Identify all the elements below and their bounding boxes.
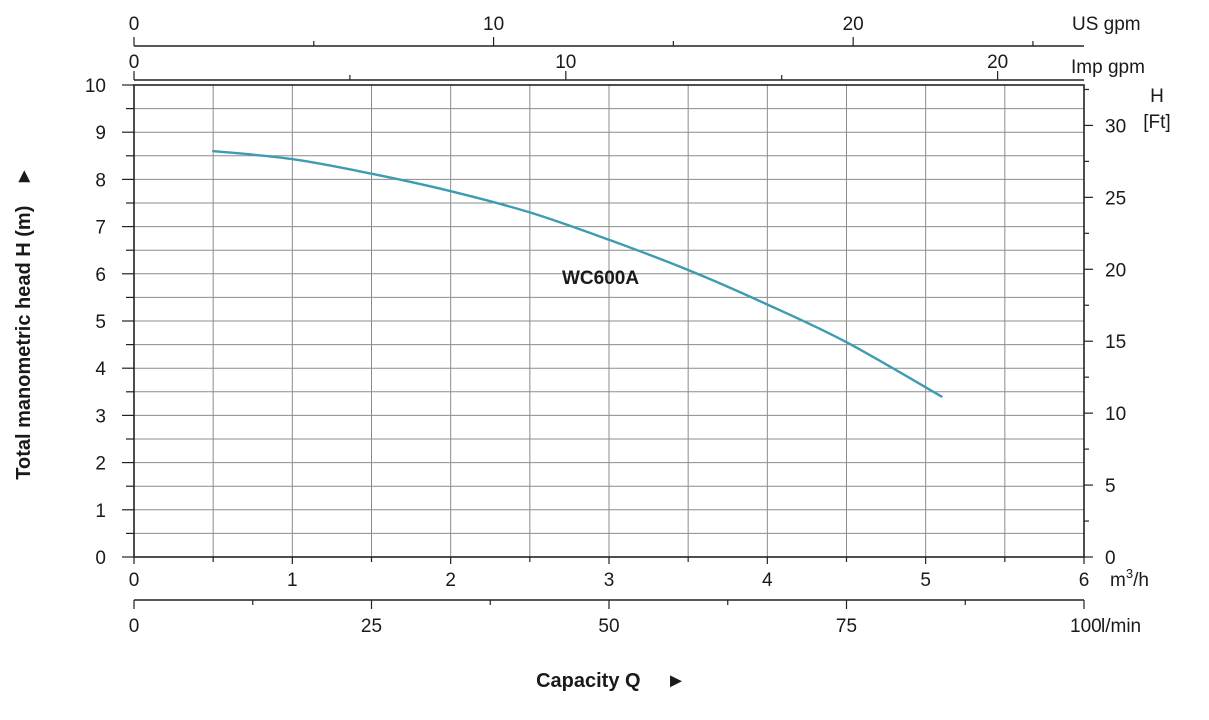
- imp-gpm-unit-label: Imp gpm: [1071, 57, 1145, 78]
- feet-tick-label: 5: [1105, 476, 1116, 497]
- x-tick-label: 2: [445, 570, 456, 591]
- us-gpm-unit-label: US gpm: [1072, 14, 1141, 35]
- lmin-tick-label: 0: [129, 616, 140, 637]
- y-tick-label: 3: [95, 406, 106, 427]
- y-axis-title-text: Total manometric head H (m): [13, 206, 35, 480]
- feet-tick-label: 30: [1105, 116, 1126, 137]
- y-tick-label: 7: [95, 218, 106, 239]
- labels: WC600A Capacity Q ► Total manometric hea…: [13, 166, 686, 692]
- y-tick-label: 9: [95, 123, 106, 144]
- y-tick-label: 10: [85, 76, 106, 97]
- x-tick-label: 0: [129, 570, 140, 591]
- y-axis-title: Total manometric head H (m) ►: [13, 166, 35, 479]
- x-tick-label: 5: [920, 570, 931, 591]
- x-unit-label: m3/h: [1110, 566, 1149, 591]
- x-unit-label-part: m: [1110, 570, 1126, 591]
- feet-tick-label: 15: [1105, 332, 1126, 353]
- x-tick-label: 1: [287, 570, 298, 591]
- x-unit-label-part: 3: [1126, 566, 1133, 581]
- y-tick-label: 2: [95, 454, 106, 475]
- lmin-unit-label: l/min: [1101, 616, 1141, 637]
- y-tick-label: 4: [95, 359, 106, 380]
- imp-gpm-tick-label: 20: [987, 52, 1008, 73]
- feet-tick-label: 10: [1105, 404, 1126, 425]
- grid: [134, 85, 1084, 557]
- series-line-wc600a: [212, 149, 943, 398]
- x-axis-title: Capacity Q ►: [536, 670, 686, 692]
- lmin-tick-label: 75: [836, 616, 857, 637]
- x-axis-arrow-icon: ►: [666, 670, 686, 692]
- series: [212, 149, 943, 398]
- x-axis-title-text: Capacity Q: [536, 670, 640, 692]
- y-tick-label: 5: [95, 312, 106, 333]
- x-tick-label: 6: [1079, 570, 1090, 591]
- lmin-tick-label: 50: [598, 616, 619, 637]
- feet-unit-label-bottom: [Ft]: [1143, 112, 1170, 133]
- feet-unit-label-top: H: [1150, 86, 1164, 107]
- y-axis-arrow-icon: ►: [13, 166, 35, 186]
- lmin-tick-label: 100: [1070, 616, 1102, 637]
- imp-gpm-tick-label: 0: [129, 52, 140, 73]
- series-label-wc600a: WC600A: [562, 268, 639, 289]
- lmin-tick-label: 25: [361, 616, 382, 637]
- y-tick-label: 0: [95, 548, 106, 569]
- x-tick-label: 4: [762, 570, 773, 591]
- us-gpm-tick-label: 0: [129, 14, 140, 35]
- feet-tick-label: 0: [1105, 548, 1116, 569]
- x-tick-label: 3: [604, 570, 615, 591]
- us-gpm-tick-label: 10: [483, 14, 504, 35]
- y-tick-label: 8: [95, 170, 106, 191]
- feet-tick-label: 20: [1105, 260, 1126, 281]
- imp-gpm-tick-label: 10: [555, 52, 576, 73]
- us-gpm-tick-label: 20: [843, 14, 864, 35]
- feet-tick-label: 25: [1105, 188, 1126, 209]
- x-unit-label-part: /h: [1133, 570, 1149, 591]
- y-tick-label: 1: [95, 501, 106, 522]
- y-tick-label: 6: [95, 265, 106, 286]
